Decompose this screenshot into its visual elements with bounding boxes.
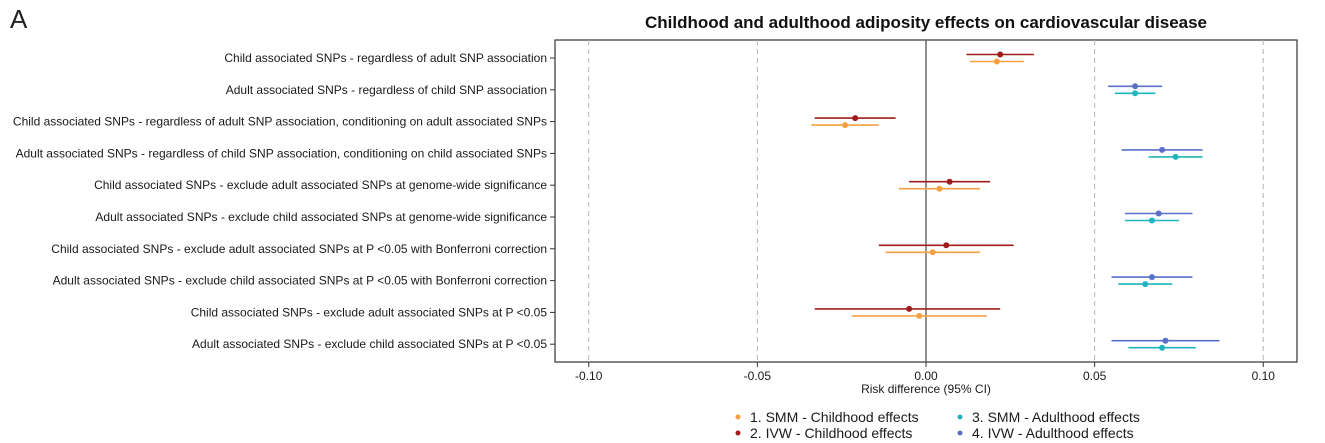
point-estimate (946, 178, 953, 185)
point-estimate (936, 185, 943, 192)
point-estimate (852, 115, 859, 122)
point-estimate (916, 312, 923, 319)
point-estimate (1155, 210, 1162, 217)
y-category-label: Adult associated SNPs - regardless of ch… (16, 146, 547, 160)
legend-swatch (957, 430, 963, 436)
legend-swatch (957, 414, 963, 420)
x-tick-label: 0.05 (1083, 369, 1107, 383)
legend-label: 1. SMM - Childhood effects (750, 409, 919, 425)
y-category-label: Child associated SNPs - exclude adult as… (191, 305, 548, 319)
panel-label: A (10, 4, 28, 34)
point-estimate (1142, 281, 1149, 288)
y-category-label: Child associated SNPs - exclude adult as… (94, 178, 547, 192)
y-category-label: Child associated SNPs - regardless of ad… (13, 115, 547, 129)
y-category-label: Child associated SNPs - regardless of ad… (224, 51, 547, 65)
point-estimate (1132, 90, 1139, 97)
point-estimate (1159, 146, 1166, 153)
point-estimate (842, 122, 849, 129)
point-estimate (929, 249, 936, 256)
y-category-label: Adult associated SNPs - exclude child as… (53, 274, 547, 288)
y-category-label: Child associated SNPs - exclude adult as… (51, 242, 547, 256)
legend-swatch (735, 430, 741, 436)
legend-label: 4. IVW - Adulthood effects (972, 425, 1134, 441)
point-estimate (943, 242, 950, 249)
x-tick-label: -0.10 (575, 369, 603, 383)
point-estimate (906, 305, 913, 312)
y-category-label: Adult associated SNPs - regardless of ch… (226, 83, 547, 97)
x-tick-label: 0.10 (1252, 369, 1276, 383)
x-axis-label: Risk difference (95% CI) (861, 382, 991, 396)
legend-label: 2. IVW - Childhood effects (750, 425, 912, 441)
point-estimate (1148, 274, 1155, 281)
legend-label: 3. SMM - Adulthood effects (972, 409, 1140, 425)
x-tick-label: 0.00 (914, 369, 938, 383)
point-estimate (1172, 153, 1179, 160)
y-category-label: Adult associated SNPs - exclude child as… (95, 210, 547, 224)
chart-title: Childhood and adulthood adiposity effect… (645, 13, 1207, 32)
point-estimate (997, 51, 1004, 58)
y-category-label: Adult associated SNPs - exclude child as… (192, 337, 547, 351)
point-estimate (993, 58, 1000, 65)
legend-swatch (735, 414, 741, 420)
point-estimate (1159, 344, 1166, 351)
point-estimate (1132, 83, 1139, 90)
x-tick-label: -0.05 (744, 369, 772, 383)
point-estimate (1162, 337, 1169, 344)
point-estimate (1148, 217, 1155, 224)
